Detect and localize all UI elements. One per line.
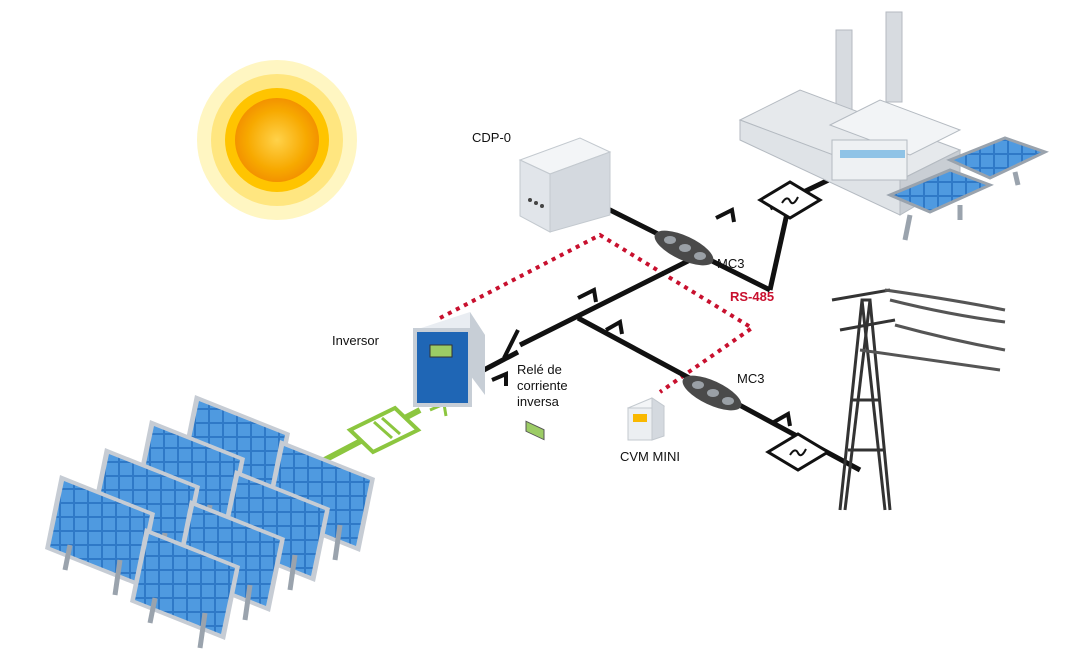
solar-panel-array-icon [45,395,375,648]
factory-icon [738,11,962,216]
mc3-top-icon [654,230,714,266]
relay-label-line2: corriente [517,378,568,393]
converter-bottom-icon [765,432,831,472]
reverse-current-relay [502,329,520,359]
relay-label-line3: inversa [517,394,560,409]
mc3-bottom-label: MC3 [737,371,764,386]
pv-link [313,401,448,468]
mc3-top-label: MC3 [717,256,744,271]
cdp-label: CDP-0 [472,130,511,145]
relay-label-line1: Relé de [517,362,562,377]
factory-solar-panels-icon [886,136,1049,241]
mc3-bottom-icon [682,375,742,411]
converter-top-icon [757,180,823,220]
power-tower-icon [831,288,1006,511]
rs485-link [439,232,756,394]
direction-arrows [491,207,792,427]
rs485-label: RS-485 [730,289,774,304]
inverter-label: Inversor [332,333,380,348]
cdp-device-icon [518,137,612,441]
sun-icon [197,60,357,220]
cvm-mini-icon [626,397,666,441]
inverter-icon [413,312,485,407]
cvm-label: CVM MINI [620,449,680,464]
